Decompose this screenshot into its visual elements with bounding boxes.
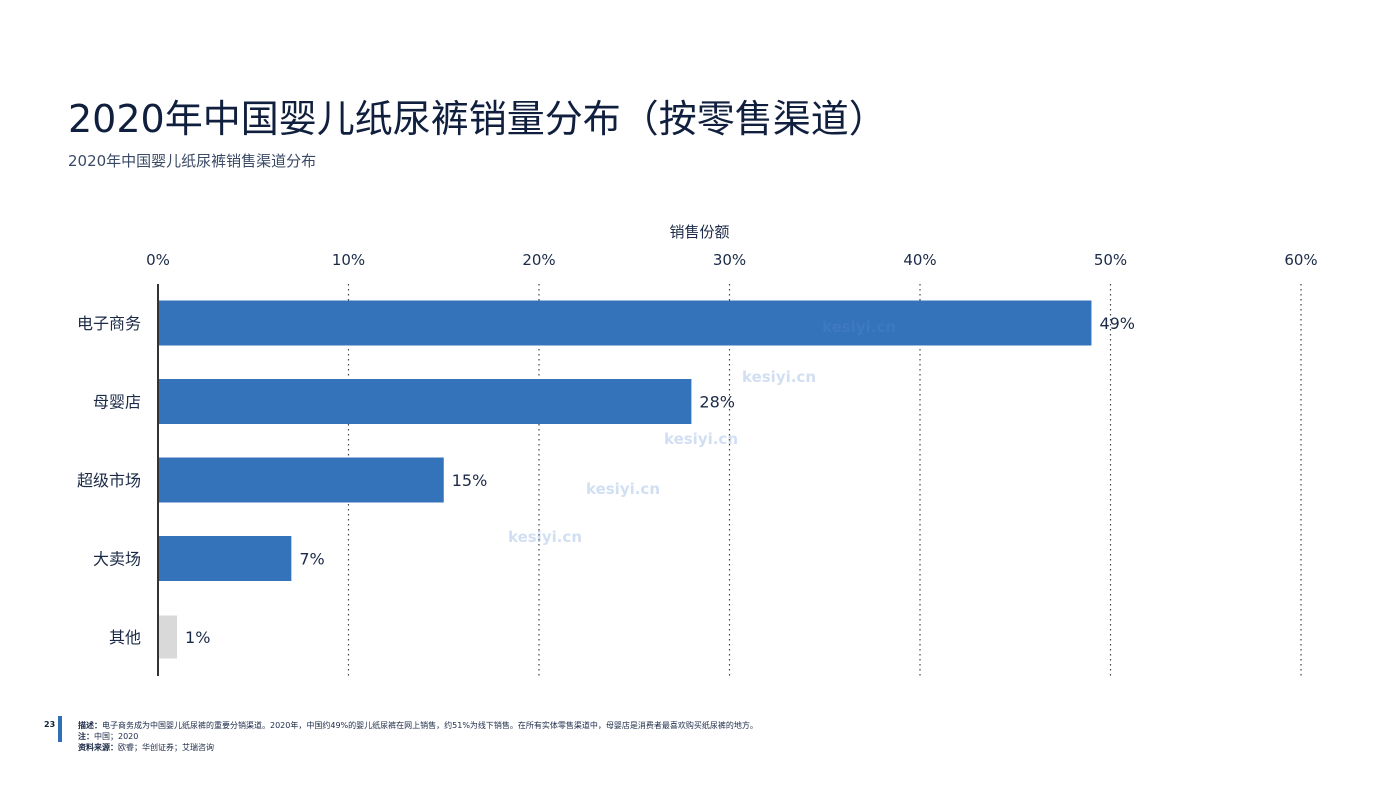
x-tick-label: 20%: [522, 251, 555, 269]
data-label: 1%: [185, 628, 210, 647]
desc-text: 电子商务成为中国婴儿纸尿裤的重要分销渠道。2020年，中国约49%的婴儿纸尿裤在…: [102, 721, 758, 730]
x-tick-label: 50%: [1094, 251, 1127, 269]
footer-accent-bar: [58, 716, 62, 742]
category-label: 超级市场: [77, 471, 141, 490]
page-subtitle: 2020年中国婴儿纸尿裤销售渠道分布: [68, 152, 317, 170]
note-text: 中国；2020: [94, 732, 139, 741]
category-label: 大卖场: [93, 550, 141, 569]
data-label: 28%: [699, 393, 735, 412]
bar-chart: 销售份额 0% 10% 20% 30% 40% 50% 60% 电子商务 49% 母婴店 28% 超级市…: [77, 223, 1318, 676]
data-label: 15%: [452, 471, 488, 490]
x-tick-label: 10%: [332, 251, 365, 269]
bar: [158, 457, 444, 503]
x-tick-label: 60%: [1284, 251, 1317, 269]
page-title: 2020年中国婴儿纸尿裤销量分布（按零售渠道）: [68, 97, 887, 141]
x-axis-title: 销售份额: [669, 223, 729, 241]
note-label: 注：: [78, 732, 94, 741]
category-label: 电子商务: [77, 314, 141, 333]
bar: [158, 379, 692, 424]
bar: [158, 536, 292, 581]
x-tick-label: 40%: [903, 251, 936, 269]
page-number: 23: [44, 720, 56, 729]
x-tick-label: 0%: [146, 251, 170, 269]
source-text: 欧睿；华创证券；艾瑞咨询: [118, 743, 214, 752]
data-label: 49%: [1099, 314, 1135, 333]
source-label: 资料来源：: [78, 743, 118, 752]
x-tick-label: 30%: [713, 251, 746, 269]
bar: [158, 300, 1092, 346]
footer-notes: 描述：电子商务成为中国婴儿纸尿裤的重要分销渠道。2020年，中国约49%的婴儿纸…: [78, 720, 758, 753]
bar: [158, 615, 178, 659]
data-label: 7%: [299, 550, 324, 569]
category-label: 其他: [109, 628, 141, 647]
desc-label: 描述：: [78, 721, 102, 730]
category-label: 母婴店: [93, 393, 141, 412]
